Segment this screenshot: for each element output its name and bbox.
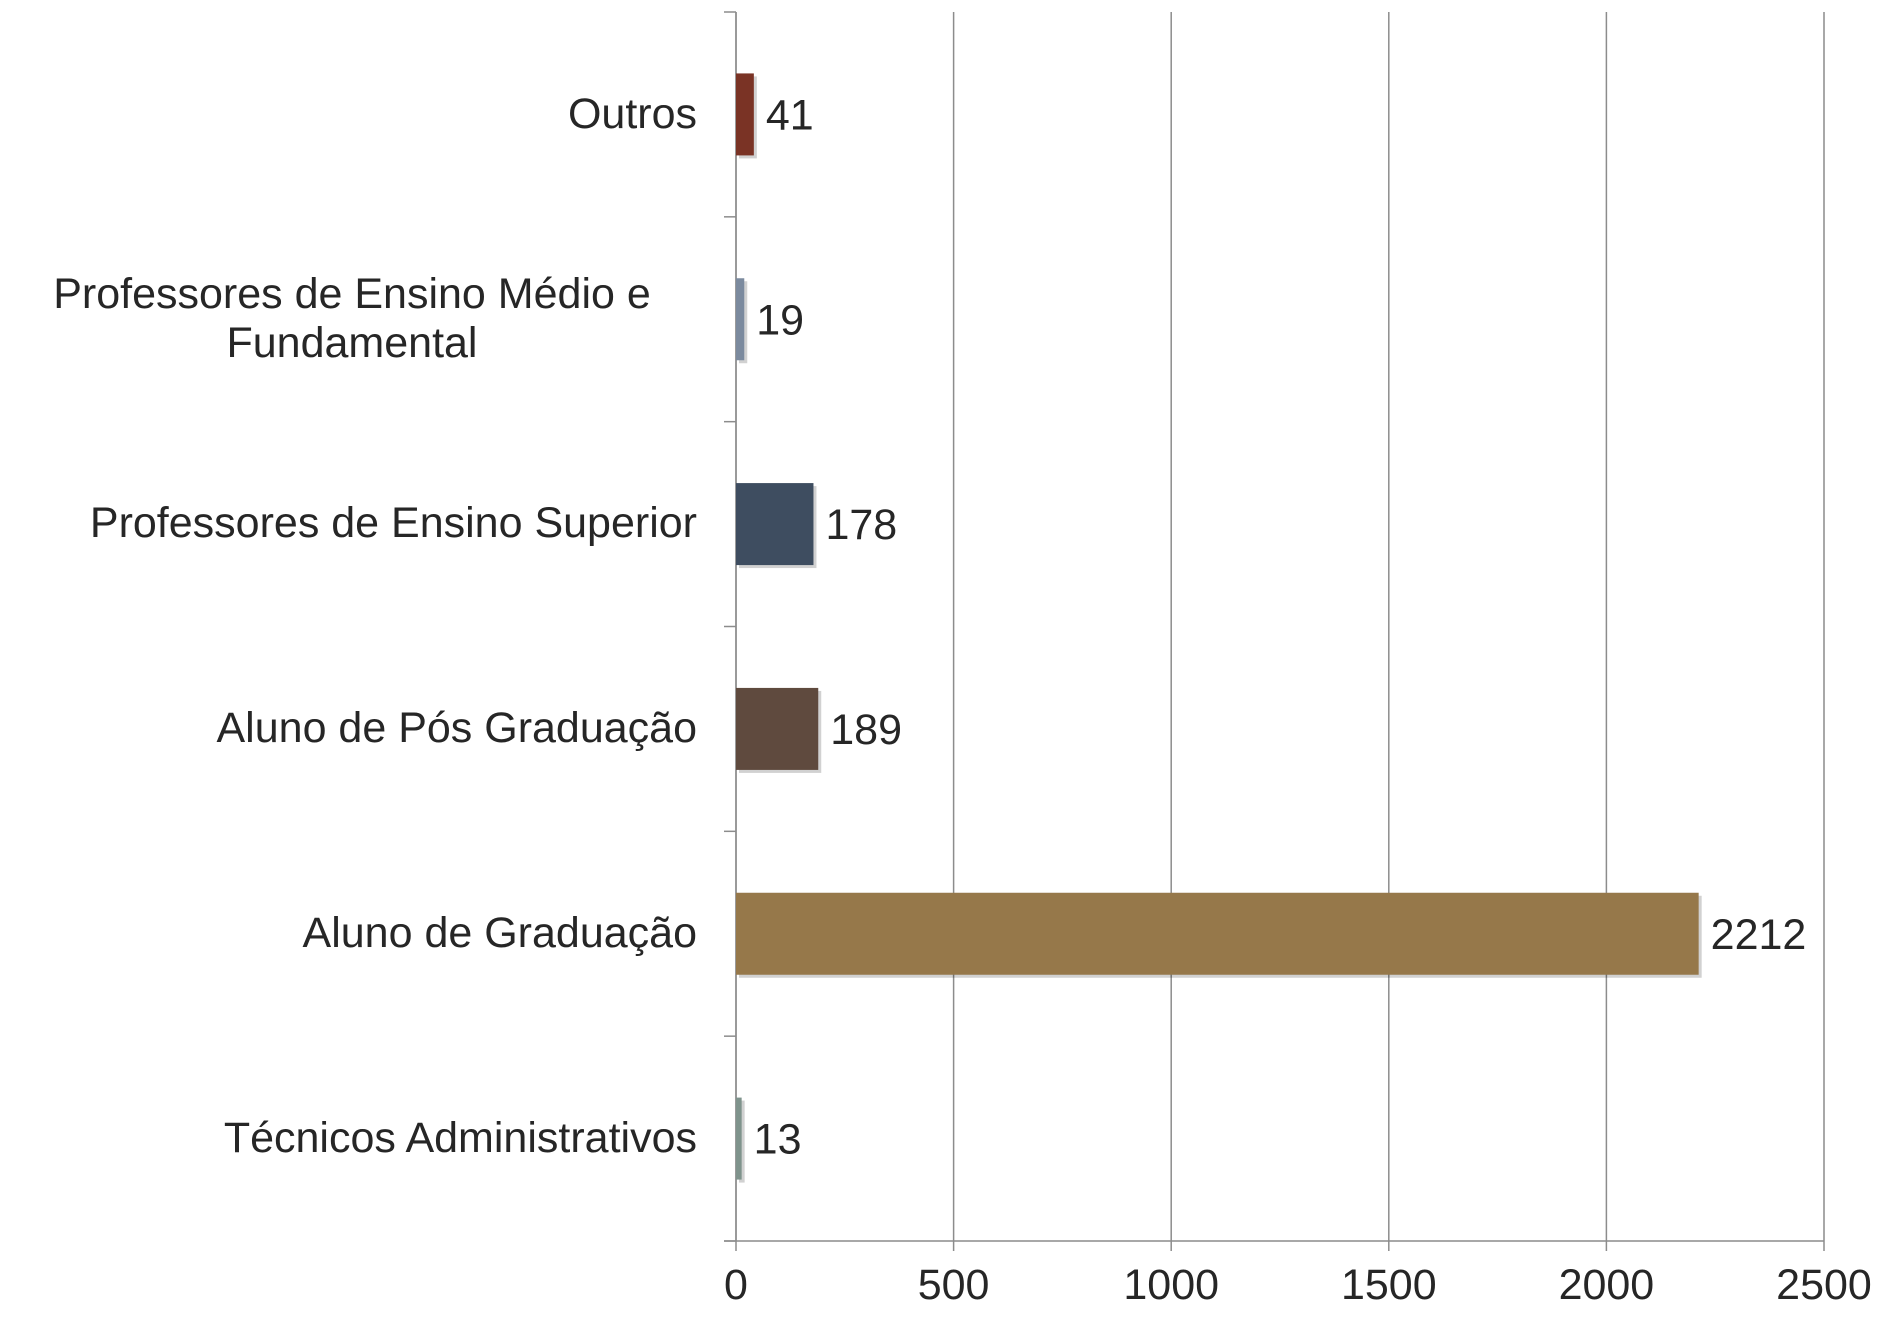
x-tick-label: 1500	[1341, 1261, 1437, 1309]
y-tick-label: Professores de Ensino Médio e Fundamenta…	[53, 269, 651, 368]
bar	[736, 483, 814, 566]
y-tick-label: Outros	[567, 89, 697, 138]
x-tick-label: 2500	[1776, 1261, 1872, 1309]
y-tick-label-box: Professores de Ensino Superior	[0, 422, 697, 627]
bar	[736, 1097, 742, 1180]
x-tick-label: 2000	[1559, 1261, 1655, 1309]
bar	[736, 73, 754, 156]
data-label: 189	[830, 706, 902, 754]
y-tick-label: Professores de Ensino Superior	[89, 499, 697, 548]
data-label: 41	[766, 91, 814, 139]
y-tick-label-box: Professores de Ensino Médio e Fundamenta…	[0, 217, 697, 422]
y-tick-label: Aluno de Pós Graduação	[216, 704, 698, 753]
y-tick-label: Aluno de Graduação	[302, 909, 697, 958]
data-label: 2212	[1711, 911, 1807, 959]
bar-shadow	[739, 1100, 745, 1183]
bar	[736, 892, 1699, 975]
bar	[736, 278, 745, 361]
y-tick-label-box: Técnicos Administrativos	[0, 1036, 697, 1241]
bar	[736, 687, 819, 770]
y-tick-label-box: Outros	[0, 12, 697, 217]
x-tick-label: 500	[918, 1261, 990, 1309]
x-tick-label: 1000	[1123, 1261, 1219, 1309]
y-tick-label-box: Aluno de Graduação	[0, 831, 697, 1036]
y-tick-label-box: Aluno de Pós Graduação	[0, 627, 698, 832]
data-label: 13	[754, 1116, 802, 1164]
y-tick-label: Técnicos Administrativos	[223, 1113, 697, 1162]
data-label: 19	[756, 296, 804, 344]
data-label: 178	[825, 501, 897, 549]
x-tick-label: 0	[724, 1261, 748, 1309]
